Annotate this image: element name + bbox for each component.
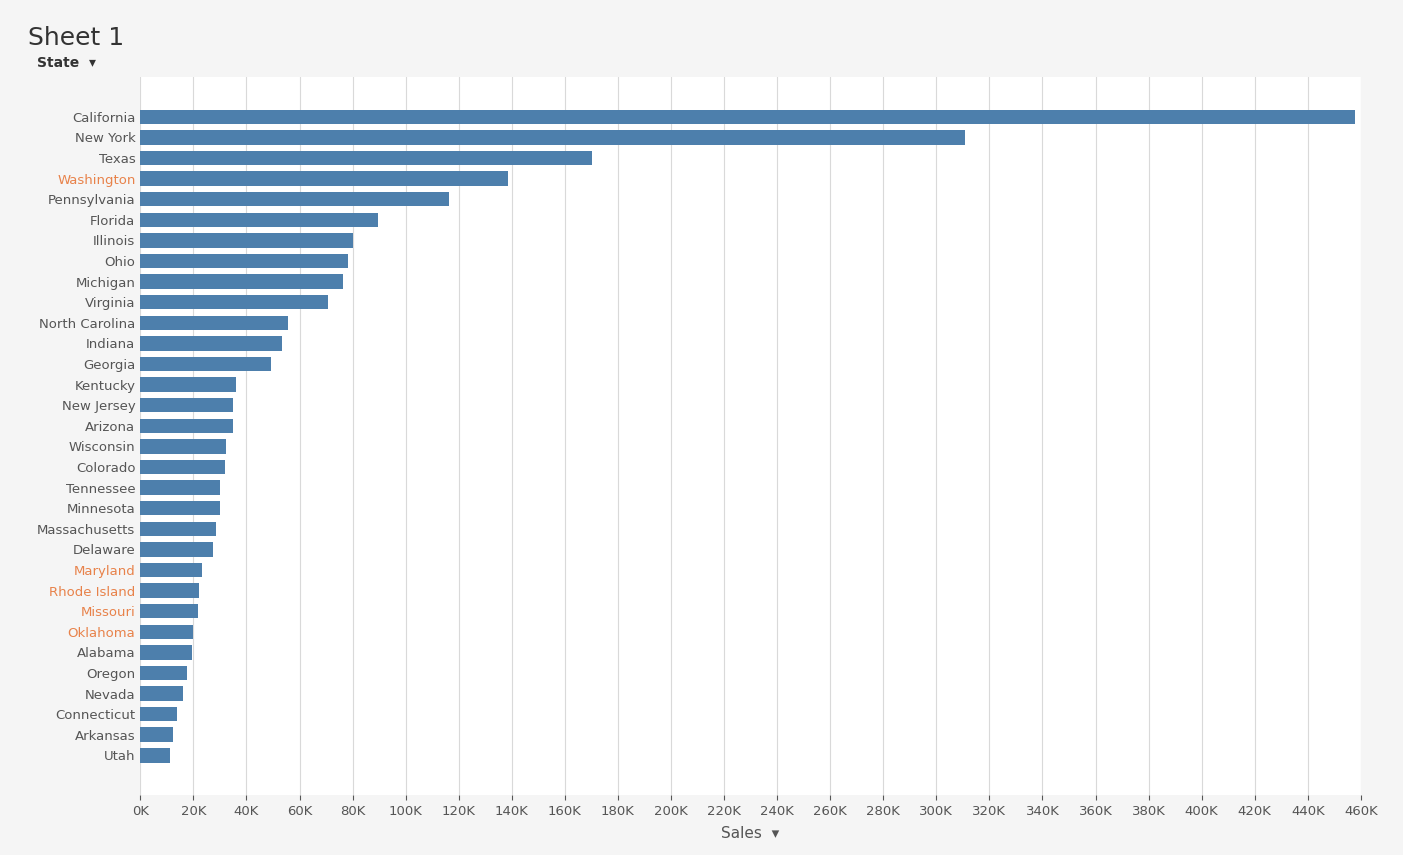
X-axis label: Sales  ▾: Sales ▾ <box>721 826 780 841</box>
Bar <box>140 357 271 371</box>
Bar <box>140 398 233 412</box>
Text: State  ▾: State ▾ <box>36 56 95 70</box>
Bar <box>140 728 173 742</box>
Bar <box>140 624 194 639</box>
Bar <box>140 707 177 722</box>
Bar <box>140 460 226 475</box>
Bar <box>140 542 213 557</box>
Bar <box>140 295 328 310</box>
Bar <box>140 481 220 495</box>
Bar <box>140 522 216 536</box>
Bar <box>140 439 226 453</box>
Bar <box>140 583 199 598</box>
Bar <box>140 419 233 433</box>
Bar <box>140 213 377 227</box>
Bar <box>140 377 236 392</box>
Bar <box>140 150 592 165</box>
Bar <box>140 666 187 680</box>
Bar <box>140 109 1355 124</box>
Bar <box>140 315 288 330</box>
Bar <box>140 501 220 516</box>
Text: Sheet 1: Sheet 1 <box>28 26 125 50</box>
Bar <box>140 192 449 206</box>
Bar <box>140 171 508 186</box>
Bar <box>140 748 170 763</box>
Bar <box>140 254 348 268</box>
Bar <box>140 687 182 701</box>
Bar <box>140 604 198 618</box>
Bar <box>140 563 202 577</box>
Bar <box>140 646 192 659</box>
Bar <box>140 274 342 289</box>
Bar <box>140 336 282 351</box>
Bar <box>140 233 354 248</box>
Bar <box>140 130 965 144</box>
